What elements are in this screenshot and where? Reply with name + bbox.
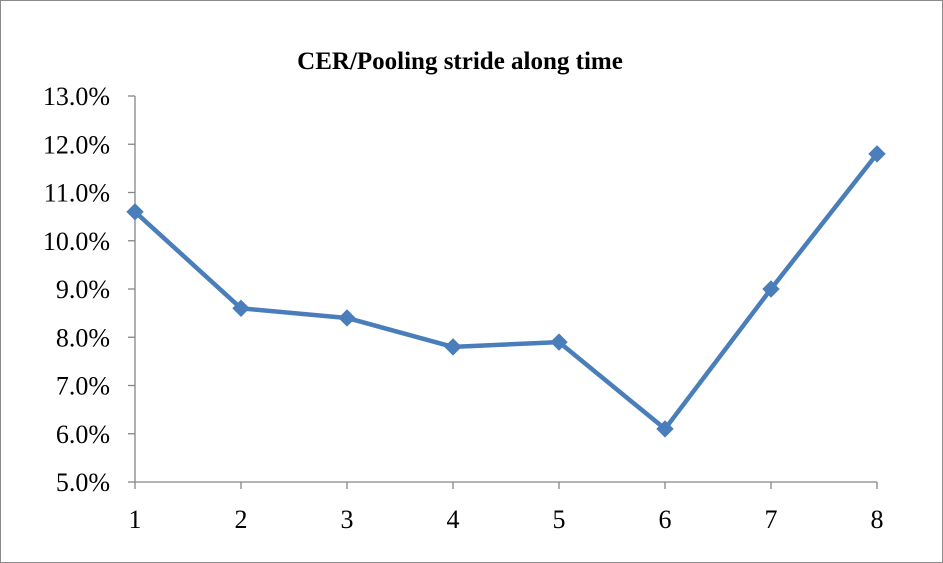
y-axis-ticks: 5.0% 6.0% 7.0% 8.0% 9.0% 10.0% 11.0% 12.0% 13.0%	[43, 82, 135, 497]
data-point-marker	[232, 299, 250, 318]
x-tick-label: 6	[659, 505, 672, 534]
x-tick-label: 7	[765, 505, 778, 534]
y-tick-label: 9.0%	[56, 275, 110, 304]
x-tick-label: 4	[447, 505, 460, 534]
series-layer	[126, 145, 886, 438]
data-point-marker	[444, 338, 462, 356]
x-tick-label: 3	[341, 505, 354, 534]
data-point-marker	[550, 333, 568, 351]
y-tick-label: 13.0%	[43, 82, 110, 111]
data-point-marker	[126, 203, 144, 221]
series-line	[132, 151, 880, 432]
x-tick-label: 2	[235, 505, 248, 534]
x-tick-label: 1	[129, 505, 142, 534]
x-axis-ticks: 1 2 3 4 5 6 7 8	[129, 482, 884, 534]
y-tick-label: 11.0%	[44, 179, 110, 208]
data-point-marker	[762, 280, 780, 298]
x-tick-label: 5	[553, 505, 566, 534]
y-tick-label: 5.0%	[56, 468, 110, 497]
y-tick-label: 6.0%	[56, 420, 110, 449]
data-point-marker	[868, 145, 886, 163]
x-tick-label: 8	[871, 505, 884, 534]
data-point-marker	[338, 309, 356, 327]
y-tick-label: 10.0%	[43, 227, 110, 256]
data-point-marker	[656, 420, 674, 438]
y-tick-label: 8.0%	[56, 323, 110, 352]
chart-title: CER/Pooling stride along time	[297, 48, 623, 75]
y-tick-label: 12.0%	[43, 130, 110, 159]
y-tick-label: 7.0%	[56, 372, 110, 401]
